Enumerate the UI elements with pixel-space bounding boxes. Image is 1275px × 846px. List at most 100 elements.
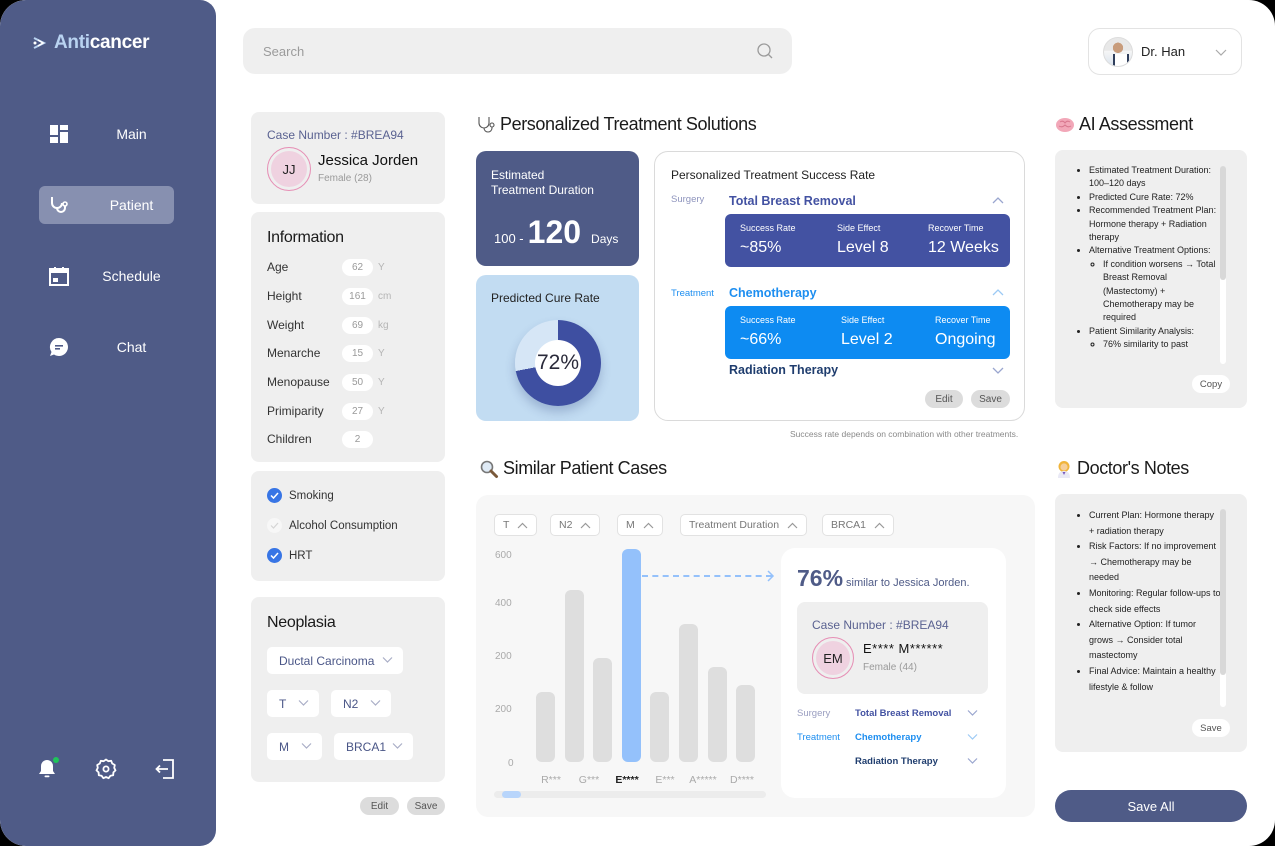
neoplasia-type-select[interactable]: Ductal Carcinoma [267,647,403,674]
info-value-field[interactable]: 2 [342,430,373,448]
filter-chip-m[interactable]: M [617,514,663,536]
info-value-field[interactable]: 161 [342,287,373,305]
notification-dot [53,757,59,763]
search-input[interactable] [243,28,792,74]
save-notes-button[interactable]: Save [1192,719,1230,737]
chevron-down-icon[interactable] [967,709,978,717]
user-menu[interactable]: Dr. Han [1088,28,1242,75]
match-row-radiation: Radiation Therapy [797,756,992,770]
success-rate-title: Personalized Treatment Success Rate [671,168,876,182]
bar[interactable] [707,667,727,762]
chevron-down-icon [1215,49,1227,56]
save-all-button[interactable]: Save All [1055,790,1247,822]
duration-to: 120 [527,214,582,250]
checkbox-hrt[interactable]: HRT [267,548,312,563]
m-stage-select[interactable]: M [267,733,322,760]
sidebar-item-main[interactable]: Main [39,115,174,153]
save-button[interactable]: Save [407,797,445,815]
chevron-down-icon [392,743,403,749]
bar[interactable] [679,624,698,762]
stat-value: 12 Weeks [928,239,999,256]
section-title-text: AI Assessment [1079,114,1193,134]
similarity: 76% similar to Jessica Jorden. [797,565,970,592]
treatment-option-radiation[interactable]: Radiation Therapy [729,363,839,377]
stat-recover-time: Recover Time 12 Weeks [928,223,999,257]
chevron-up-icon[interactable] [992,195,1004,207]
stat-success-rate: Success Rate ~66% [740,315,796,349]
copy-button[interactable]: Copy [1192,375,1230,393]
filter-chip-t[interactable]: T [494,514,538,536]
chip-label: N2 [559,519,573,531]
chart-scrollbar[interactable] [494,791,766,798]
settings-button[interactable] [95,758,117,780]
patient-avatar: JJ [267,147,311,191]
treatment-name[interactable]: Radiation Therapy [855,756,938,767]
brand-logo[interactable]: Anticancer [32,32,150,54]
checkbox-unchecked[interactable] [267,518,282,533]
stat-value: Level 2 [841,331,893,348]
save-button[interactable]: Save [971,390,1010,408]
search-bar [243,28,792,74]
treatment-option-surgery[interactable]: Total Breast Removal [729,194,856,208]
logout-button[interactable] [154,758,176,780]
chevron-up-icon[interactable] [992,287,1004,299]
sidebar-item-schedule[interactable]: Schedule [39,257,174,295]
edit-button[interactable]: Edit [360,797,399,815]
bar[interactable] [650,692,670,762]
checkbox-checked[interactable] [267,488,282,503]
habits-card: Smoking Alcohol Consumption HRT [251,471,445,581]
filter-chip-brca1[interactable]: BRCA1 [822,514,895,536]
sidebar-item-patient[interactable]: Patient [39,186,174,224]
scrollbar-thumb[interactable] [1220,166,1226,280]
treatment-name[interactable]: Total Breast Removal [855,708,952,719]
t-stage-select[interactable]: T [267,690,319,717]
filter-chip-treatment-duration[interactable]: Treatment Duration [680,514,808,536]
info-unit: Y [378,405,385,417]
chevron-down-icon[interactable] [992,364,1004,376]
x-label: D**** [730,774,754,786]
bar[interactable] [593,658,613,762]
info-value-field[interactable]: 15 [342,344,373,362]
info-value-field[interactable]: 27 [342,402,373,420]
bar[interactable] [536,692,555,762]
chevron-up-icon [874,522,885,528]
list-item: Predicted Cure Rate: 72% [1089,191,1221,204]
chevron-down-icon[interactable] [967,733,978,741]
sidebar-item-chat[interactable]: Chat [39,328,174,366]
checkbox-smoking[interactable]: Smoking [267,488,334,503]
ai-scrollbar[interactable] [1220,166,1226,364]
matched-patient-card[interactable]: Case Number : #BREA94 EM E**** M****** F… [797,602,988,694]
matched-patient-name: E**** M****** [863,641,944,656]
filter-chip-n2[interactable]: N2 [550,514,601,536]
chevron-up-icon [787,522,798,528]
notifications-button[interactable] [36,757,59,780]
info-row-menopause: Menopause 50 Y [267,373,385,391]
checkbox-alcohol[interactable]: Alcohol Consumption [267,518,398,533]
checkbox-checked[interactable] [267,548,282,563]
avatar [1103,36,1133,67]
info-value-field[interactable]: 50 [342,373,373,391]
bar[interactable] [564,590,584,762]
info-value-field[interactable]: 62 [342,258,373,276]
info-value-field[interactable]: 69 [342,316,373,334]
check-icon [270,492,279,500]
info-label: Weight [267,318,305,332]
n-stage-select[interactable]: N2 [331,690,391,717]
match-row-treatment: Treatment Chemotherapy [797,732,992,746]
chevron-down-icon[interactable] [967,757,978,765]
scrollbar-thumb[interactable] [502,791,521,798]
sidebar-item-label: Main [116,126,147,142]
list-item: Alternative Treatment Options: If condit… [1089,244,1221,324]
gene-select[interactable]: BRCA1 [334,733,413,760]
x-label: E*** [655,774,675,786]
list-item: Recommended Treatment Plan: Hormone ther… [1089,204,1221,244]
bar-selected[interactable] [621,549,641,762]
edit-button[interactable]: Edit [925,390,963,408]
search-icon[interactable] [756,42,774,60]
checkbox-label: HRT [289,549,313,562]
treatment-option-chemotherapy[interactable]: Chemotherapy [729,286,817,300]
bar[interactable] [736,685,756,762]
notes-scrollbar[interactable] [1220,509,1226,707]
treatment-name[interactable]: Chemotherapy [855,732,922,743]
scrollbar-thumb[interactable] [1220,509,1226,675]
